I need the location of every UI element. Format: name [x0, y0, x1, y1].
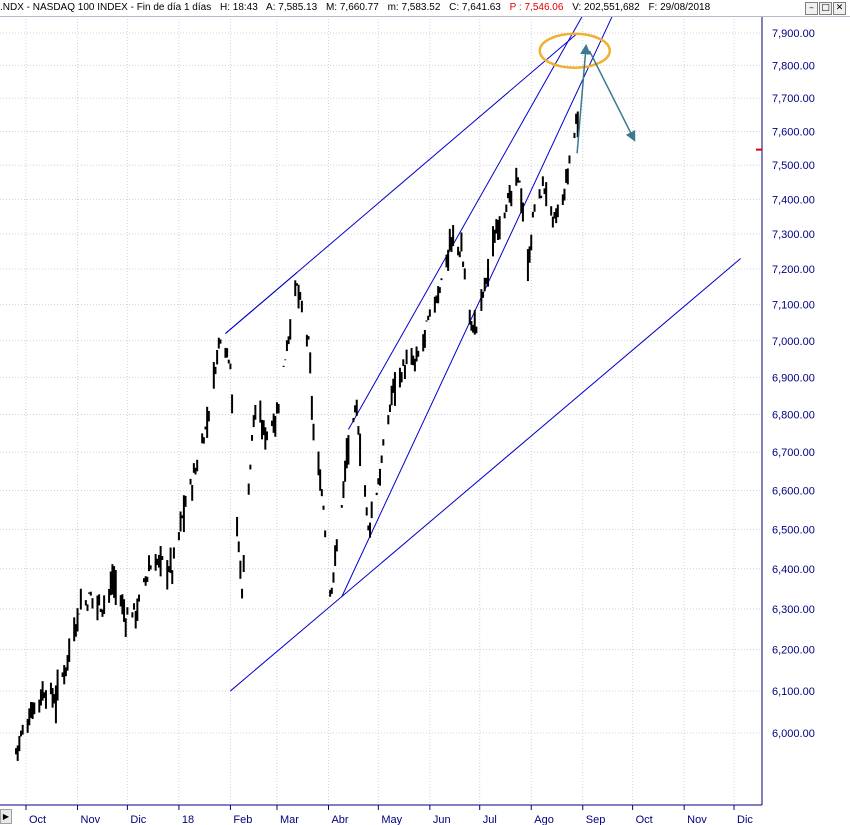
x-tick-label: May [381, 814, 402, 825]
y-tick-label: 7,400.00 [772, 194, 815, 206]
x-tick-label: Jun [433, 814, 451, 825]
gridlines [0, 16, 762, 805]
x-tick-label: Oct [636, 814, 653, 825]
open-label: A: 7,585.13 [266, 2, 318, 13]
x-tick-label: Dic [130, 814, 146, 825]
y-tick-label: 7,300.00 [772, 229, 815, 241]
x-tick-label: Jul [483, 814, 497, 825]
y-tick-label: 6,900.00 [772, 372, 815, 384]
x-tick-label: Feb [233, 814, 252, 825]
lower-channel-line [341, 15, 614, 597]
x-tick-label: Mar [280, 814, 299, 825]
price-label: P : 7,546.06 [509, 2, 564, 13]
x-tick-label: Nov [687, 814, 707, 825]
close-label: C: 7,641.63 [449, 2, 501, 13]
upper-channel-line [347, 15, 584, 430]
y-tick-label: 7,700.00 [772, 93, 815, 105]
x-axis: Oct Nov Dic 18 Feb Mar Abr May Jun Jul Ago Sep Oct No… [0, 804, 762, 825]
chart-header: .NDX - NASDAQ 100 INDEX - Fin de día 1 d… [0, 0, 850, 17]
minimize-button[interactable]: – [805, 2, 818, 15]
low-label: m: 7,583.52 [387, 2, 441, 13]
y-tick-label: 6,000.00 [772, 728, 815, 740]
window-controls: – □ ✕ [805, 2, 846, 15]
x-tick-label: 18 [182, 814, 194, 825]
y-tick-label: 7,600.00 [772, 127, 815, 139]
y-tick-label: 7,000.00 [772, 336, 815, 348]
x-tick-label: Sep [586, 814, 606, 825]
y-tick-label: 7,100.00 [772, 300, 815, 312]
trendlines [225, 15, 741, 692]
high-label: M: 7,660.77 [325, 2, 379, 13]
y-tick-label: 6,300.00 [772, 604, 815, 616]
y-tick-label: 6,800.00 [772, 410, 815, 422]
triangle-right-icon: ▶ [2, 812, 10, 821]
y-tick-label: 6,400.00 [772, 564, 815, 576]
y-axis: 7,900.00 7,800.00 7,700.00 7,600.00 7,500.00… [756, 16, 815, 805]
y-tick-label: 6,100.00 [772, 686, 815, 698]
y-tick-label: 7,800.00 [772, 60, 815, 72]
symbol-label: .NDX - NASDAQ 100 INDEX - Fin de día 1 d… [0, 2, 212, 13]
x-tick-label: Dic [737, 814, 753, 825]
highlight-ellipse [538, 32, 612, 70]
x-tick-label: Nov [81, 814, 101, 825]
close-button[interactable]: ✕ [833, 2, 846, 15]
down-arrow [588, 50, 636, 142]
y-tick-label: 6,700.00 [772, 447, 815, 459]
volume-label: V: 202,551,682 [572, 2, 640, 13]
y-tick-label: 6,200.00 [772, 645, 815, 657]
scroll-left-button[interactable]: ▶ [0, 809, 12, 824]
upper-channel-line [225, 272, 298, 334]
x-tick-label: Ago [534, 814, 554, 825]
y-tick-label: 6,600.00 [772, 485, 815, 497]
annotations [538, 32, 636, 154]
y-tick-label: 7,900.00 [772, 28, 815, 40]
y-tick-label: 7,500.00 [772, 160, 815, 172]
y-tick-label: 6,500.00 [772, 524, 815, 536]
time-label: H: 18:43 [219, 2, 258, 13]
x-tick-label: Abr [331, 814, 348, 825]
maximize-button[interactable]: □ [819, 2, 832, 15]
lower-channel-line [230, 258, 741, 692]
price-bars [15, 111, 579, 761]
up-arrow [576, 43, 591, 154]
date-label: F: 29/08/2018 [648, 2, 711, 13]
y-tick-label: 7,200.00 [772, 264, 815, 276]
x-tick-label: Oct [29, 814, 46, 825]
